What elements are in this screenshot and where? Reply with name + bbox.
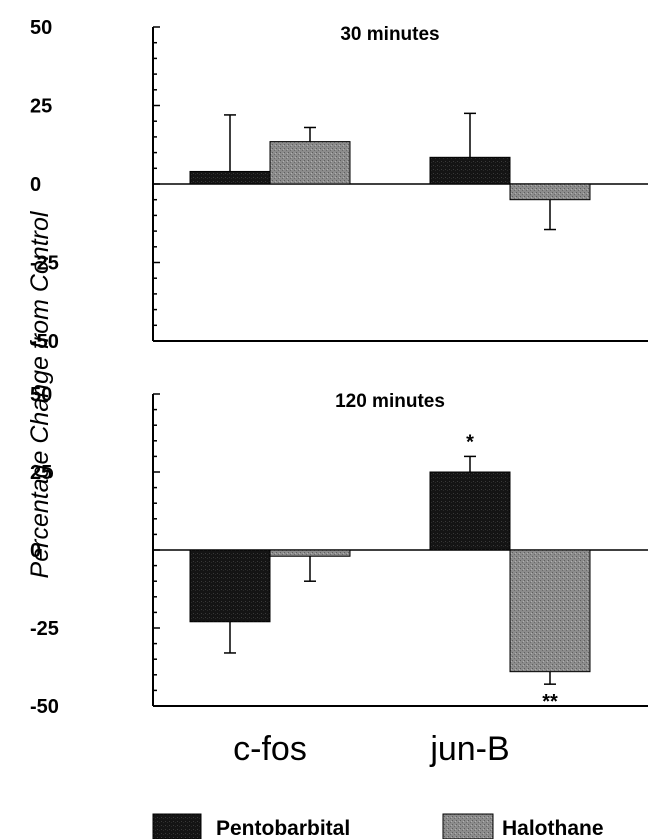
bar-pentobarbital-jun-B [429,471,511,551]
y-tick-label: 25 [30,96,52,118]
bar-pentobarbital-c-fos [189,549,271,623]
y-axis-label: Percentage Change from Control [26,210,54,578]
bar-halothane-jun-B [509,183,591,201]
category-label-c-fos: c-fos [233,730,307,768]
bar-halothane-c-fos [269,141,351,185]
legend-swatch-halothane [442,813,494,839]
legend-swatch-pentobarbital [152,813,202,839]
bar-pentobarbital-jun-B [429,156,511,185]
category-label-jun-B: jun-B [429,730,509,768]
y-tick-label: 0 [30,174,41,196]
significance-marker: * [466,431,474,453]
y-tick-label: -50 [30,696,59,718]
legend-label-halothane: Halothane [502,817,604,839]
y-tick-label: 50 [30,384,52,406]
y-tick-label: 25 [30,462,52,484]
y-tick-label: -25 [30,253,59,275]
bar-pentobarbital-c-fos [189,170,271,185]
panel-1: 50 25 0 -25 -50 30 minutes [30,17,648,353]
panel-title: 120 minutes [335,391,445,412]
y-tick-label: -50 [30,331,59,353]
significance-marker: ** [542,691,558,713]
y-tick-label: 50 [30,17,52,39]
category-labels: c-fos jun-B [233,730,510,768]
y-tick-label: -25 [30,618,59,640]
bar-halothane-c-fos [269,549,351,557]
legend: Pentobarbital Halothane [152,813,604,839]
legend-label-pentobarbital: Pentobarbital [216,817,350,839]
panel-title: 30 minutes [340,24,439,45]
plot-layer: 50 25 0 -25 -50 30 minutes 50 25 0 -25 -50 120 minu… [30,17,648,718]
y-tick-label: 0 [30,540,41,562]
bar-halothane-jun-B [509,549,591,673]
